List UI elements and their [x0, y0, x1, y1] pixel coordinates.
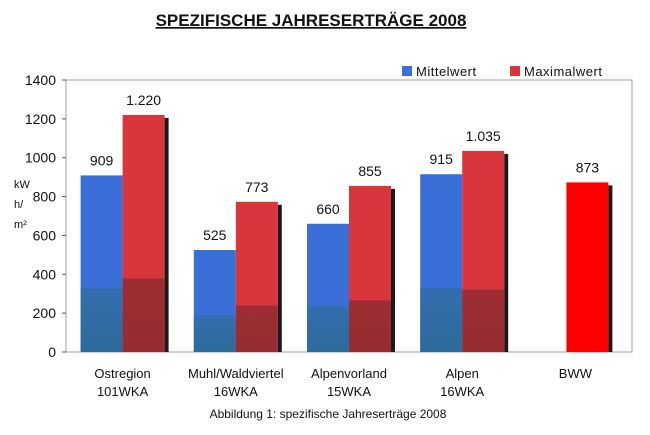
y-tick-label: 400 — [33, 266, 57, 282]
figure-caption: Abbildung 1: spezifische Jahreserträge 2… — [210, 407, 447, 421]
legend-swatch — [510, 66, 520, 76]
data-label-maximalwert: 1.035 — [466, 128, 501, 144]
bar-maximalwert — [566, 182, 609, 352]
data-label-mittelwert: 525 — [203, 227, 227, 243]
data-label-mittelwert: 660 — [316, 201, 340, 217]
x-tick-label: BWW — [559, 366, 593, 381]
y-tick-label: 1400 — [25, 72, 56, 88]
data-label-maximalwert: 1.220 — [126, 92, 161, 108]
data-label-mittelwert: 909 — [90, 152, 114, 168]
bar-maximalwert-shadow — [391, 188, 395, 352]
bar-maximalwert-shade — [235, 305, 278, 352]
x-tick-label: Alpenvorland — [311, 366, 387, 381]
bar-mittelwert-shade — [307, 305, 349, 352]
bar-mittelwert-shade — [420, 288, 463, 352]
legend: Mittelwert Maximalwert — [402, 64, 602, 79]
bar-maximalwert-shadow — [504, 153, 509, 352]
x-tick-label: Muhl/Waldviertel — [188, 366, 284, 381]
data-label-maximalwert: 855 — [358, 163, 382, 179]
bar-maximalwert-shadow — [277, 204, 282, 352]
x-tick-label: 16WKA — [214, 384, 258, 399]
bar-maximalwert-shadow — [164, 117, 169, 352]
chart-title: SPEZIFISCHE JAHRESERTRÄGE 2008 — [156, 11, 467, 30]
x-tick-label: 101WKA — [97, 384, 149, 399]
y-tick-label: 0 — [48, 344, 56, 360]
legend-label: Maximalwert — [524, 64, 602, 79]
y-axis-label: h/ — [14, 199, 24, 211]
legend-label: Mittelwert — [416, 64, 477, 79]
y-tick-label: 800 — [33, 189, 57, 205]
x-tick-label: Ostregion — [94, 366, 150, 381]
data-label-maximalwert: 773 — [245, 179, 269, 195]
data-label-mittelwert: 915 — [430, 151, 454, 167]
x-tick-label: Alpen — [446, 366, 479, 381]
bar-mittelwert-shade — [80, 288, 123, 352]
bar-maximalwert-shadow — [608, 185, 613, 352]
bar-layer — [80, 114, 613, 352]
y-tick-label: 200 — [33, 305, 57, 321]
bar-mittelwert-shade — [193, 315, 236, 352]
y-axis-label: m² — [14, 219, 27, 231]
y-axis-label: kW — [14, 179, 31, 191]
x-tick-label: 15WKA — [327, 384, 371, 399]
bar-maximalwert-shade — [349, 300, 391, 352]
bar-maximalwert-shade — [122, 278, 165, 352]
label-layer: 909 1.220 Ostregion 101WKA 525 773 Muhl/Waldvi… — [90, 92, 599, 399]
y-tick-label: 600 — [33, 227, 57, 243]
data-label-maximalwert: 873 — [576, 159, 600, 175]
bar-maximalwert-shade — [462, 289, 505, 352]
y-tick-label: 1200 — [25, 111, 56, 127]
x-tick-label: 16WKA — [440, 384, 484, 399]
y-tick-label: 1000 — [25, 150, 56, 166]
legend-swatch — [402, 66, 412, 76]
axis-layer: 0 200 400 600 800 1000 1200 1400 kW h/m² — [14, 72, 66, 360]
